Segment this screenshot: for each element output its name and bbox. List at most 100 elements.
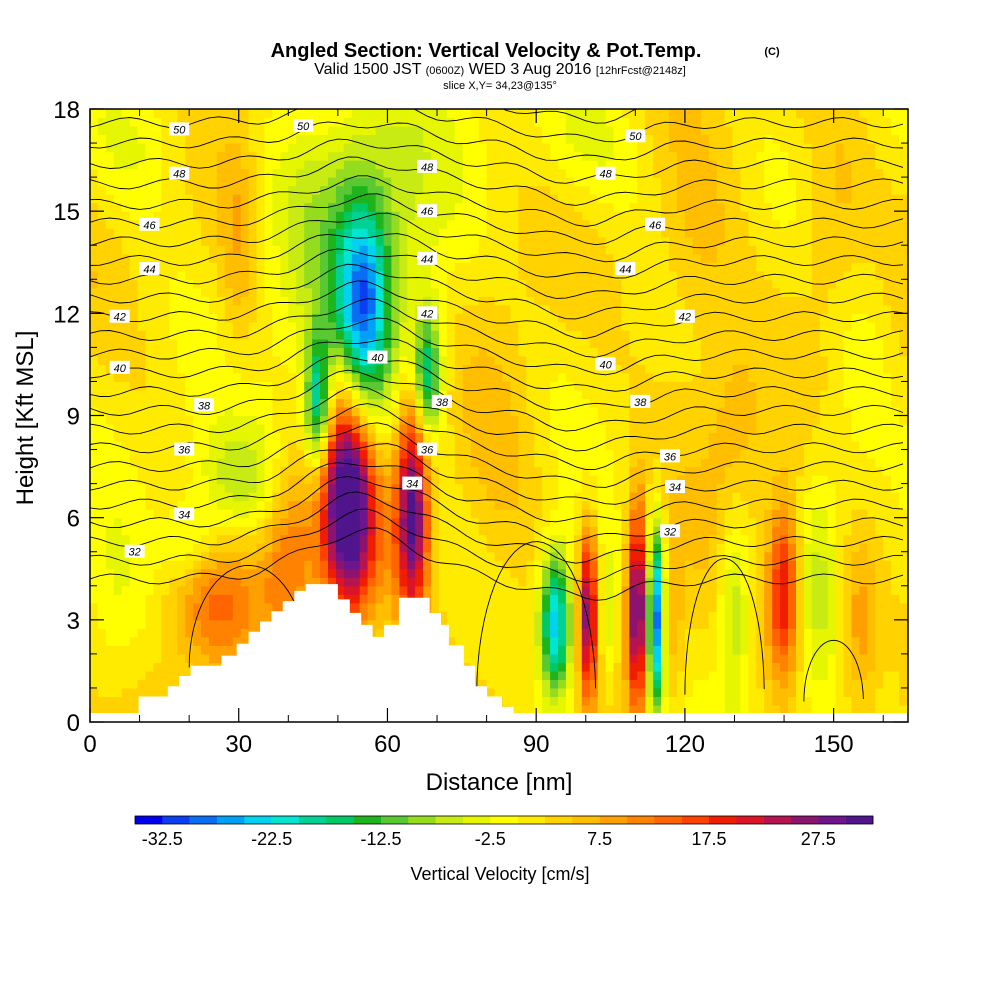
velocity-cell [145, 475, 154, 485]
velocity-cell [629, 628, 638, 638]
velocity-cell [454, 636, 464, 646]
velocity-cell [216, 441, 226, 451]
velocity-cell [367, 296, 377, 306]
velocity-cell [629, 151, 638, 161]
velocity-cell [232, 585, 242, 595]
velocity-cell [558, 636, 567, 646]
velocity-cell [304, 355, 313, 365]
velocity-cell [518, 143, 527, 153]
velocity-cell [383, 543, 392, 553]
velocity-cell [105, 194, 115, 204]
velocity-cell [335, 117, 345, 127]
velocity-cell [565, 185, 575, 195]
velocity-cell [153, 551, 162, 561]
velocity-cell [240, 143, 250, 153]
velocity-cell [105, 415, 115, 425]
velocity-cell [431, 143, 440, 153]
velocity-cell [280, 594, 289, 604]
velocity-cell [399, 134, 408, 144]
velocity-cell [177, 424, 186, 434]
velocity-cell [272, 211, 281, 221]
velocity-cell [145, 134, 154, 144]
velocity-cell [629, 577, 638, 587]
velocity-cell [494, 585, 503, 595]
velocity-cell [550, 219, 559, 229]
velocity-cell [153, 381, 162, 391]
velocity-cell [446, 509, 456, 519]
velocity-cell [177, 287, 186, 297]
velocity-cell [256, 202, 266, 212]
velocity-cell [542, 390, 551, 400]
velocity-cell [288, 381, 297, 391]
velocity-cell [296, 194, 305, 204]
velocity-cell [526, 270, 535, 280]
velocity-cell [113, 611, 123, 621]
velocity-cell [201, 219, 210, 229]
velocity-cell [201, 636, 210, 646]
velocity-cell [232, 228, 242, 238]
velocity-cell [407, 202, 416, 212]
velocity-cell [494, 330, 503, 340]
velocity-cell [90, 245, 99, 255]
velocity-cell [256, 415, 266, 425]
velocity-cell [629, 279, 638, 289]
velocity-cell [90, 253, 99, 263]
velocity-cell [462, 398, 472, 408]
velocity-cell [391, 313, 400, 323]
velocity-cell [335, 228, 345, 238]
velocity-cell [542, 449, 551, 459]
velocity-cell [399, 398, 408, 408]
velocity-cell [343, 279, 353, 289]
velocity-cell [256, 126, 266, 136]
velocity-cell [613, 134, 622, 144]
velocity-cell [605, 687, 615, 697]
velocity-cell [558, 577, 567, 587]
velocity-cell [518, 262, 527, 272]
velocity-cell [486, 466, 496, 476]
velocity-cell [264, 151, 273, 161]
velocity-cell [343, 177, 353, 187]
velocity-cell [137, 458, 147, 468]
velocity-cell [240, 109, 250, 119]
velocity-cell [534, 185, 543, 195]
velocity-cell [462, 602, 472, 612]
velocity-cell [153, 407, 162, 417]
velocity-cell [550, 236, 559, 246]
velocity-cell [201, 560, 210, 570]
velocity-cell [335, 364, 345, 374]
velocity-cell [129, 330, 139, 340]
velocity-cell [399, 492, 408, 502]
velocity-cell [296, 109, 305, 119]
velocity-cell [391, 415, 400, 425]
velocity-cell [193, 177, 202, 187]
velocity-cell [486, 364, 496, 374]
velocity-cell [153, 645, 162, 655]
velocity-cell [169, 449, 178, 459]
velocity-cell [288, 551, 297, 561]
velocity-cell [486, 372, 496, 382]
velocity-cell [90, 390, 99, 400]
velocity-cell [304, 475, 313, 485]
velocity-cell [558, 441, 567, 451]
velocity-cell [486, 390, 496, 400]
velocity-cell [502, 543, 511, 553]
velocity-cell [462, 168, 472, 178]
velocity-cell [97, 134, 107, 144]
velocity-cell [248, 534, 258, 544]
velocity-cell [542, 253, 551, 263]
velocity-cell [454, 330, 464, 340]
velocity-cell [185, 313, 194, 323]
velocity-cell [304, 253, 313, 263]
velocity-cell [296, 407, 305, 417]
velocity-cell [113, 211, 123, 221]
velocity-cell [224, 194, 234, 204]
velocity-cell [502, 619, 511, 629]
velocity-cell [224, 636, 234, 646]
velocity-cell [573, 568, 583, 578]
velocity-cell [518, 364, 527, 374]
velocity-cell [145, 687, 154, 697]
velocity-cell [121, 177, 131, 187]
velocity-cell [248, 228, 258, 238]
velocity-cell [597, 287, 607, 297]
velocity-cell [105, 143, 115, 153]
